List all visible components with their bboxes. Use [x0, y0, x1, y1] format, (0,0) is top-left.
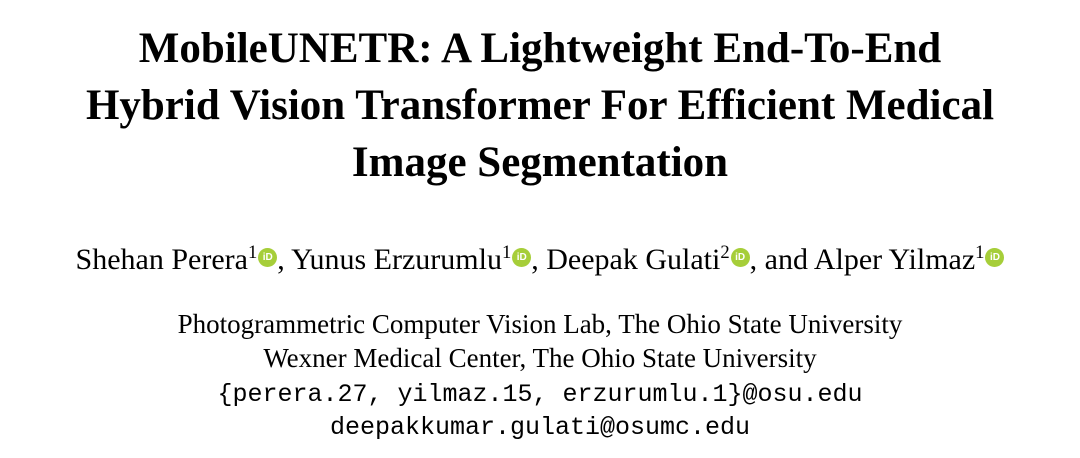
orcid-icon[interactable]: iD	[985, 248, 1005, 267]
author-affiliation-sup: 1	[247, 242, 258, 263]
paper-title-line: MobileUNETR: A Lightweight End-To-End	[138, 25, 942, 72]
affiliation-line: Wexner Medical Center, The Ohio State Un…	[263, 343, 817, 373]
email-line: {perera.27, yilmaz.15, erzurumlu.1}@osu.…	[217, 380, 863, 409]
orcid-icon[interactable]: iD	[258, 248, 278, 267]
author-line: Shehan Perera1 iD, Yunus Erzurumlu1 iD, De…	[0, 241, 1080, 279]
author: and Alper Yilmaz1 iD	[765, 243, 1005, 276]
author-affiliation-sup: 1	[975, 242, 985, 263]
author-emails: {perera.27, yilmaz.15, erzurumlu.1}@osu.…	[0, 378, 1080, 444]
author-prefix: and	[764, 243, 814, 276]
author-name: Yunus Erzurumlu	[291, 243, 502, 276]
author-name: Shehan Perera	[75, 243, 248, 276]
author-separator: ,	[749, 243, 765, 276]
paper-title-line: Image Segmentation	[351, 139, 729, 186]
affiliation-line: Photogrammetric Computer Vision Lab, The…	[177, 309, 903, 339]
author-name: Alper Yilmaz	[813, 243, 976, 276]
author: Yunus Erzurumlu1 iD,	[291, 243, 546, 276]
author-separator: ,	[277, 243, 292, 276]
author-affiliation-sup: 2	[720, 242, 730, 263]
author-separator: ,	[531, 243, 547, 276]
orcid-icon[interactable]: iD	[512, 248, 532, 267]
affiliations: Photogrammetric Computer Vision Lab, The…	[0, 307, 1080, 375]
paper-title: MobileUNETR: A Lightweight End-To-End Hy…	[0, 20, 1080, 191]
paper-title-line: Hybrid Vision Transformer For Efficient …	[85, 82, 995, 129]
orcid-icon[interactable]: iD	[730, 248, 750, 267]
author-affiliation-sup: 1	[501, 242, 512, 263]
author: Shehan Perera1 iD,	[76, 243, 292, 276]
email-line: deepakkumar.gulati@osumc.edu	[329, 413, 751, 442]
author: Deepak Gulati2 iD,	[546, 243, 764, 276]
author-name: Deepak Gulati	[546, 243, 721, 276]
